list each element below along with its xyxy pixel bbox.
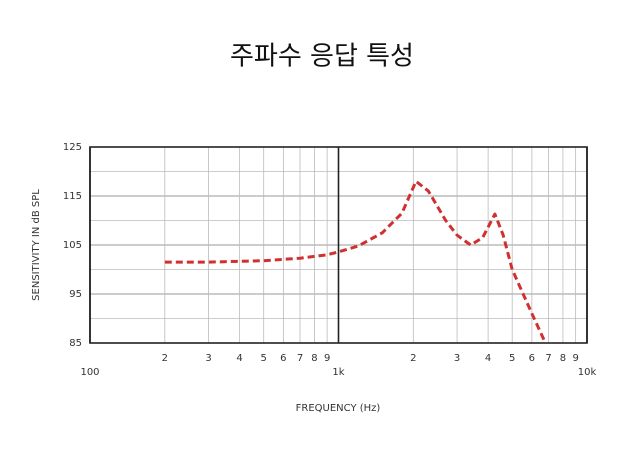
x-tick-label: 10k	[578, 367, 597, 378]
y-axis-label: SENSITIVITY IN dB SPL	[31, 189, 42, 301]
x-tick-label: 6	[529, 353, 535, 364]
x-tick-label: 8	[560, 353, 566, 364]
y-tick-label: 115	[63, 191, 82, 202]
plot-frame	[89, 146, 588, 344]
x-tick-label: 2	[410, 353, 416, 364]
x-tick-label: 4	[236, 353, 242, 364]
y-tick-label: 85	[69, 338, 82, 349]
x-tick-label: 1k	[332, 367, 344, 378]
x-tick-label: 4	[485, 353, 491, 364]
y-tick-label: 125	[63, 142, 82, 153]
x-tick-label: 6	[280, 353, 286, 364]
y-tick-label: 95	[69, 289, 82, 300]
x-tick-label: 3	[205, 353, 211, 364]
response-line	[164, 179, 547, 344]
chart-title: 주파수 응답 특성	[230, 42, 414, 72]
x-tick-label: 5	[261, 353, 267, 364]
x-tick-label: 9	[572, 353, 578, 364]
x-tick-label: 9	[324, 353, 330, 364]
x-axis-label: FREQUENCY (Hz)	[296, 403, 381, 414]
x-tick-label: 2	[162, 353, 168, 364]
x-tick-label: 8	[311, 353, 317, 364]
x-tick-label: 100	[80, 367, 99, 378]
x-tick-label: 7	[297, 353, 303, 364]
y-tick-label: 105	[63, 240, 82, 251]
x-tick-label: 3	[454, 353, 460, 364]
x-tick-label: 5	[509, 353, 515, 364]
x-tick-label: 7	[545, 353, 551, 364]
